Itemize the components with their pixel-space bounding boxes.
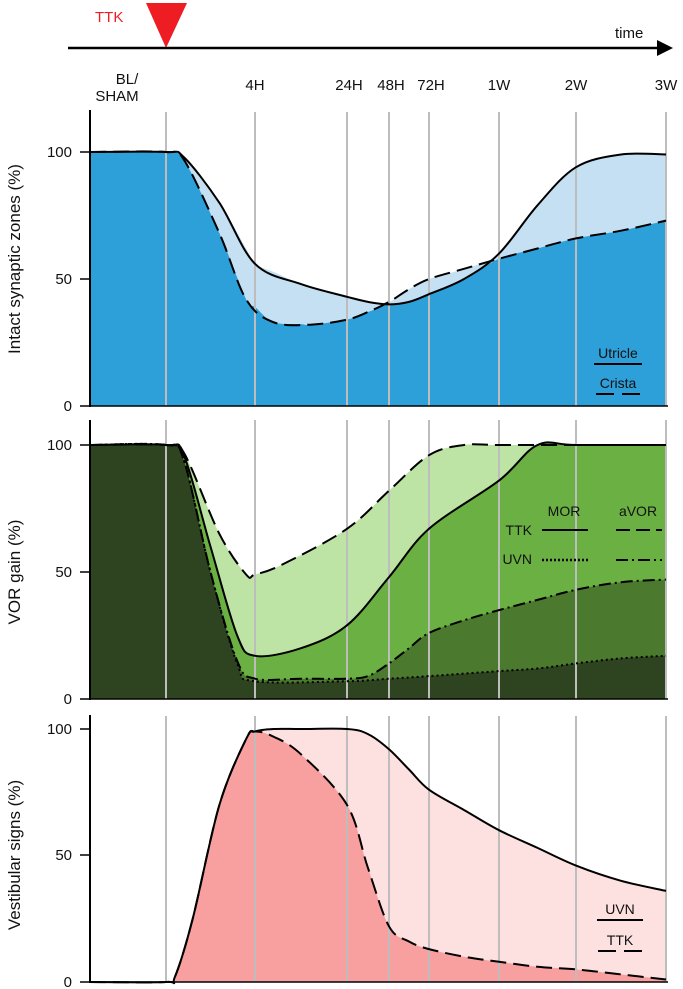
y-tick-label-50: 50 [55,847,72,864]
legend: UVN TTK [597,901,643,952]
y-axis-label: VOR gain (%) [5,520,24,625]
timepoint-72h: 72H [417,77,445,94]
legend-row-ttk: TTK [506,522,533,538]
time-arrow [657,40,673,56]
y-axis-label: Vestibular signs (%) [5,780,24,930]
legend: Utricle Crista [594,345,642,395]
legend-ttk-label: TTK [607,932,634,948]
y-tick-label-100: 100 [47,437,72,454]
legend-uvn-label: UVN [605,901,635,917]
y-tick-label-100: 100 [47,721,72,738]
legend-crista-label: Crista [600,375,637,391]
time-axis-label: time [615,25,643,42]
synaptic-zones-chart: 0 50 100 Intact synaptic zones (%) Utric… [5,110,668,415]
remaining-synapses-area [90,151,666,406]
timepoint-sham: SHAM [95,88,138,105]
timeline: TTK time BL/ SHAM 4H 24H 48H 72H 1W 2W 3… [68,3,678,105]
vor-gain-chart: 0 50 100 VOR gain (%) MOR aVOR TTK UVN [5,420,668,708]
uvn-avor-series-line [89,442,667,681]
legend: MOR aVOR TTK UVN [502,503,662,567]
crista-series-line [89,150,667,327]
timepoint-4h: 4H [245,77,264,94]
ttk-series-line [89,729,667,985]
legend-row-uvn: UVN [502,551,532,567]
y-axis-label: Intact synaptic zones (%) [5,164,24,354]
y-ticks: 0 50 100 [47,721,90,989]
ttk-mor-series-line [89,441,666,658]
legend-col-avor: aVOR [619,503,657,519]
y-tick-label-0: 0 [64,974,72,989]
y-tick-label-50: 50 [55,564,72,581]
event-marker-triangle [146,3,187,48]
gridlines [165,716,667,982]
uvn-avor-area [90,443,666,699]
legend-col-mor: MOR [548,503,581,519]
ttk-signs-area [90,730,666,984]
y-tick-label-0: 0 [64,398,72,415]
timepoint-2w: 2W [565,77,588,94]
event-label: TTK [95,9,123,26]
timepoint-3w: 3W [655,77,678,94]
utricle-series-line [89,150,667,306]
gridlines [165,112,667,406]
uvn-series-line [89,727,667,985]
legend-utricle-label: Utricle [598,345,638,361]
y-ticks: 0 50 100 [47,437,90,708]
timepoint-bl: BL/ [116,71,139,88]
y-tick-label-100: 100 [47,144,72,161]
ttk-avor-series-line [89,442,666,579]
y-ticks: 0 50 100 [47,144,90,415]
y-tick-label-0: 0 [64,691,72,708]
vestibular-signs-chart: 0 50 100 Vestibular signs (%) UVN TTK [5,715,668,989]
y-tick-label-50: 50 [55,271,72,288]
timepoint-48h: 48H [377,77,405,94]
timepoint-24h: 24H [335,77,363,94]
timepoint-1w: 1W [488,77,511,94]
uvn-mor-area [90,443,666,699]
